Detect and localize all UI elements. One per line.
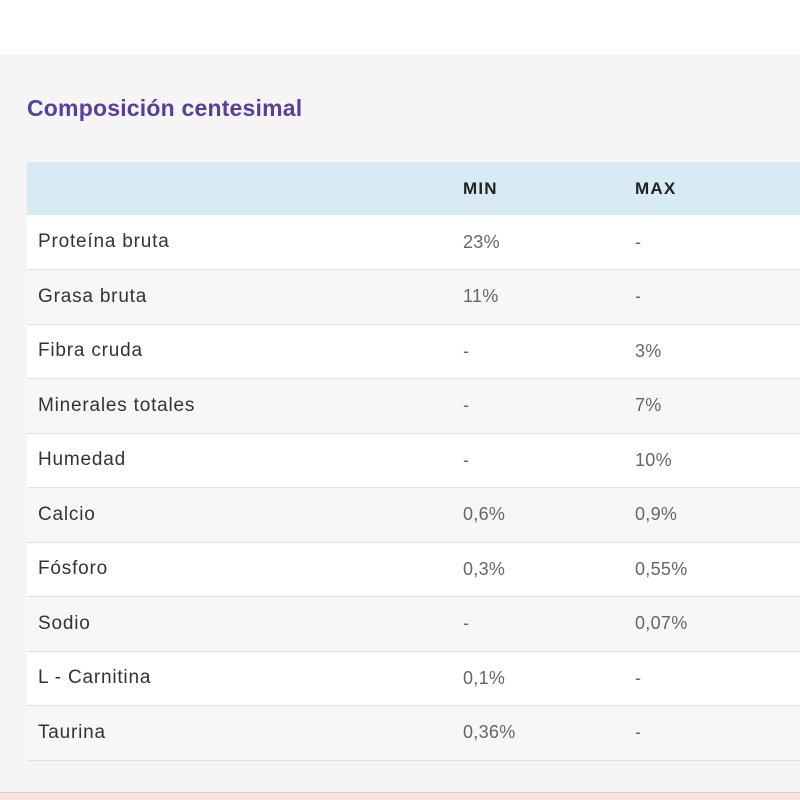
nutrient-name: Taurina [38, 721, 106, 743]
min-value: - [463, 449, 470, 470]
max-value: 3% [635, 340, 662, 361]
column-header-min: MIN [463, 178, 498, 198]
nutrient-name: Fibra cruda [38, 340, 143, 362]
table-row: Minerales totales - 7% [27, 378, 800, 433]
nutrient-name: L - Carnitina [38, 667, 152, 689]
bottom-notice-strip [0, 792, 800, 800]
table-row: Fibra cruda - 3% [27, 324, 800, 379]
table-row: Sodio - 0,07% [27, 596, 800, 651]
max-value: 10% [635, 449, 672, 470]
nutrient-name: Minerales totales [38, 394, 196, 416]
table-row: Calcio 0,6% 0,9% [27, 487, 800, 542]
min-value: - [463, 340, 470, 361]
column-header-name [27, 162, 452, 215]
table-row: L - Carnitina 0,1% - [27, 651, 800, 706]
nutrient-name: Calcio [38, 503, 96, 525]
min-value: 0,1% [463, 667, 506, 688]
column-header-max: MAX [635, 178, 677, 198]
min-value: 23% [463, 231, 500, 252]
min-value: 0,3% [463, 558, 506, 579]
max-value: 0,55% [635, 558, 688, 579]
nutrient-name: Fósforo [38, 558, 109, 580]
nutrient-name: Sodio [38, 612, 91, 634]
max-value: - [635, 286, 642, 307]
max-value: 0,07% [635, 613, 688, 634]
min-value: 11% [463, 286, 499, 307]
max-value: - [635, 722, 642, 743]
max-value: 7% [635, 395, 662, 416]
table-row: Humedad - 10% [27, 433, 800, 488]
min-value: 0,6% [463, 504, 506, 525]
max-value: - [635, 667, 642, 688]
nutrient-name: Proteína bruta [38, 231, 170, 252]
composition-table: MIN MAX Proteína bruta 23% - Grasa bruta… [27, 162, 800, 761]
max-value: 0,9% [635, 504, 678, 525]
min-value: 0,36% [463, 722, 516, 743]
section-title: Composición centesimal [27, 95, 303, 121]
table-row: Taurina 0,36% - [27, 705, 800, 760]
min-value: - [463, 395, 470, 416]
composition-panel [0, 54, 800, 792]
top-white-strip [0, 0, 800, 54]
table-row: Grasa bruta 11% - [27, 269, 800, 324]
nutrient-name: Grasa bruta [38, 285, 148, 307]
table-header-row: MIN MAX [27, 162, 800, 215]
min-value: - [463, 613, 470, 634]
max-value: - [635, 231, 642, 252]
table-row: Fósforo 0,3% 0,55% [27, 542, 800, 597]
nutrient-name: Humedad [38, 449, 126, 471]
table-row: Proteína bruta 23% - [27, 215, 800, 270]
